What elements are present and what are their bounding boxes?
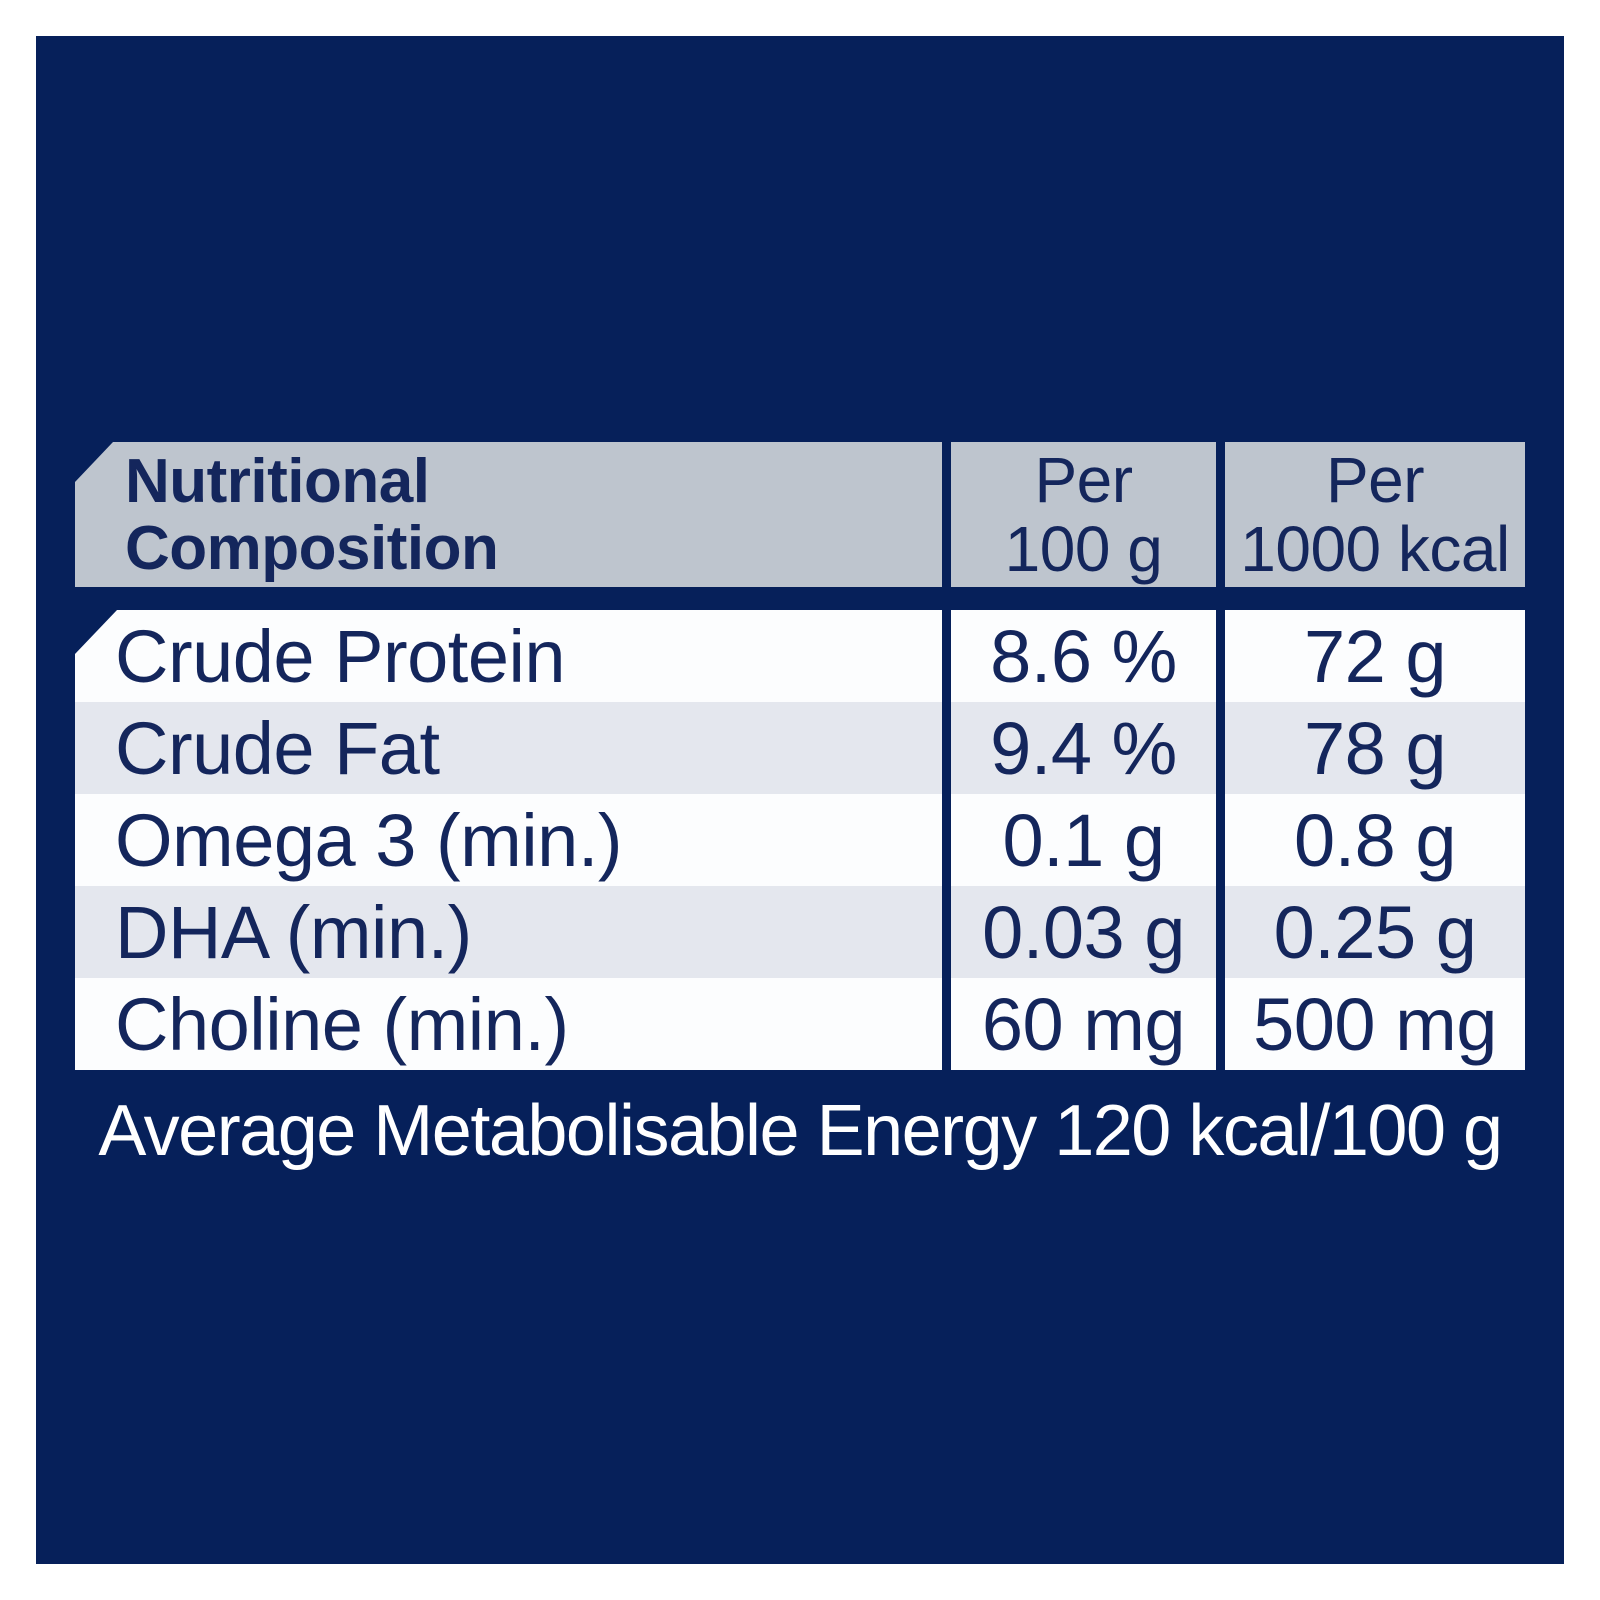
row-label-crude-fat: Crude Fat [75, 702, 942, 794]
column-divider [942, 610, 951, 702]
table-row: Crude Fat 9.4 % 78 g [75, 702, 1525, 794]
column-divider [1216, 610, 1225, 702]
header-per100-line2: 100 g [1004, 512, 1163, 585]
row-value-per100: 0.03 g [951, 886, 1216, 978]
row-value-per1000: 0.25 g [1225, 886, 1525, 978]
header-per1000-line2: 1000 kcal [1240, 512, 1510, 585]
metabolisable-energy-note: Average Metabolisable Energy 120 kcal/10… [98, 1091, 1503, 1171]
row-label-choline: Choline (min.) [75, 978, 942, 1070]
row-label-dha: DHA (min.) [75, 886, 942, 978]
row-value-per1000: 72 g [1225, 610, 1525, 702]
column-divider [1216, 794, 1225, 886]
header-cell-per-1000kcal: Per 1000 kcal [1225, 442, 1525, 587]
header-per100-line1: Per [1034, 443, 1133, 516]
table-row: Crude Protein 8.6 % 72 g [75, 610, 1525, 702]
column-divider [1216, 978, 1225, 1070]
column-divider [1216, 702, 1225, 794]
table-row: Omega 3 (min.) 0.1 g 0.8 g [75, 794, 1525, 886]
column-divider [1216, 442, 1225, 587]
header-title-line2: Composition [125, 513, 499, 583]
column-divider [1216, 886, 1225, 978]
header-per1000-line1: Per [1325, 443, 1425, 516]
row-value-per100: 9.4 % [951, 702, 1216, 794]
table-row: Choline (min.) 60 mg 500 mg [75, 978, 1525, 1070]
row-label-crude-protein: Crude Protein [75, 610, 942, 702]
column-divider [942, 886, 951, 978]
row-value-per1000: 500 mg [1225, 978, 1525, 1070]
header-cell-per-100g: Per 100 g [951, 442, 1216, 587]
header-title-line1: Nutritional [125, 446, 430, 516]
table-row: DHA (min.) 0.03 g 0.25 g [75, 886, 1525, 978]
header-body-gap [75, 587, 1525, 610]
row-value-per1000: 78 g [1225, 702, 1525, 794]
label-panel: Nutritional Composition Per 100 g Per 10… [36, 36, 1564, 1564]
row-value-per100: 60 mg [951, 978, 1216, 1070]
header-cell-nutritional-composition: Nutritional Composition [75, 442, 942, 587]
row-value-per1000: 0.8 g [1225, 794, 1525, 886]
table-header-row: Nutritional Composition Per 100 g Per 10… [75, 442, 1525, 587]
row-value-per100: 0.1 g [951, 794, 1216, 886]
row-label-omega-3: Omega 3 (min.) [75, 794, 942, 886]
column-divider [942, 442, 951, 587]
column-divider [942, 702, 951, 794]
column-divider [942, 794, 951, 886]
column-divider [942, 978, 951, 1070]
nutrition-table: Nutritional Composition Per 100 g Per 10… [75, 442, 1525, 1070]
row-value-per100: 8.6 % [951, 610, 1216, 702]
